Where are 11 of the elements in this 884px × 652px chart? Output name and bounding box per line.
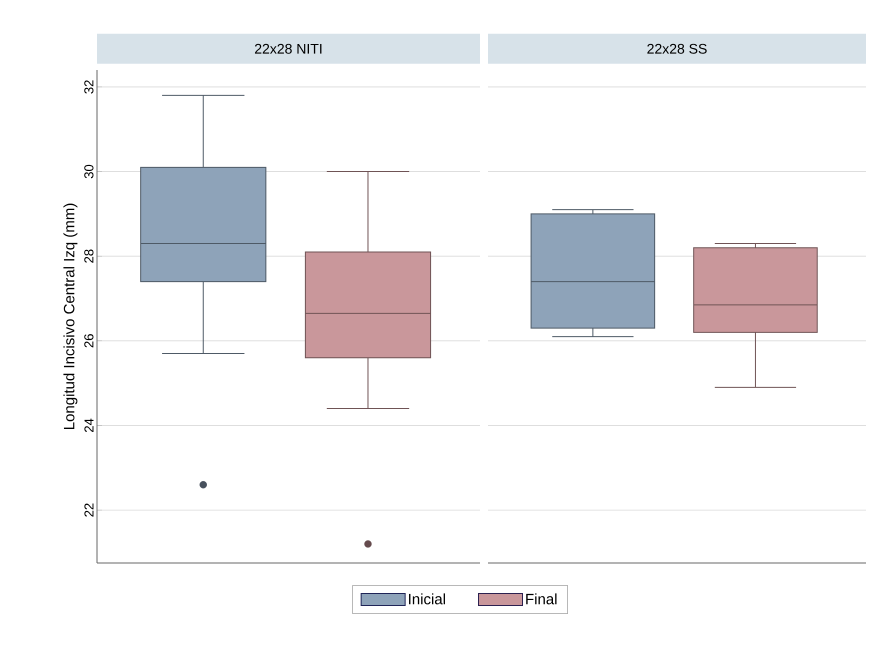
y-tick-label: 24 [84, 418, 94, 432]
y-tick-label: 22 [84, 504, 94, 517]
y-tick-label: 26 [84, 334, 94, 348]
y-tick-label: 32 [84, 80, 94, 94]
y-axis-title: Longitud Incisivo Central Izq (mm) [63, 204, 78, 430]
x-tick-label: 22x28 NITI [254, 44, 322, 54]
legend-label: Final [526, 593, 556, 604]
legend-label: Inicial [409, 593, 445, 604]
x-tick-label: 22x28 SS [647, 44, 707, 54]
y-tick-label: 28 [84, 250, 94, 263]
y-tick-label: 30 [84, 164, 94, 178]
